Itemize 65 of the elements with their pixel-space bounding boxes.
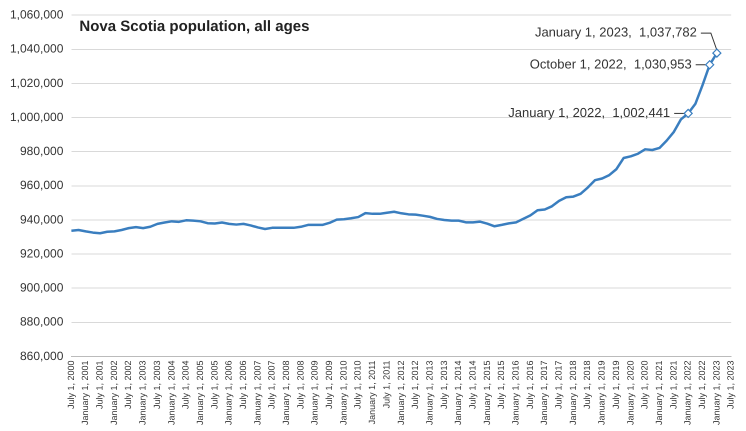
- x-tick-label: July 1, 2017: [554, 360, 564, 409]
- x-tick-label: July 1, 2007: [266, 360, 277, 409]
- y-tick-label: 980,000: [20, 144, 64, 158]
- point: [684, 108, 693, 118]
- x-tick-label: July 1, 2010: [352, 360, 363, 409]
- x-tick-label: January 1, 2006: [224, 360, 234, 425]
- x-tick-label: January 1, 2016: [510, 360, 521, 425]
- y-tick-label: 1,040,000: [10, 42, 64, 56]
- chart-title: Nova Scotia population, all ages: [79, 18, 310, 35]
- x-tick-label: July 1, 2011: [381, 360, 392, 408]
- x-tick-label: January 1, 2005: [194, 360, 205, 425]
- x-tick-label: July 1, 2008: [295, 360, 306, 409]
- y-tick-label: 960,000: [20, 178, 64, 192]
- y-tick-label: 1,060,000: [10, 8, 64, 22]
- annotation: January 1, 2022, 1,002,441: [508, 104, 670, 120]
- y-tick-label: 1,020,000: [10, 76, 64, 90]
- x-tick-label: January 1, 2017: [539, 360, 550, 425]
- x-tick-label: January 1, 2009: [310, 360, 320, 425]
- x-tick-label: January 1, 2010: [338, 360, 348, 425]
- x-tick-label: July 1, 2001: [94, 360, 105, 409]
- x-tick-label: July 1, 2022: [696, 360, 707, 409]
- x-tick-label: July 1, 2020: [640, 360, 650, 409]
- x-tick-label: January 1, 2013: [424, 360, 434, 425]
- x-tick-label: July 1, 2006: [238, 360, 248, 409]
- y-tick-label: 860,000: [20, 348, 64, 363]
- x-tick-label: January 1, 2015: [482, 360, 492, 425]
- x-tick-label: January 1, 2008: [281, 360, 292, 425]
- x-tick-label: July 1, 2013: [438, 360, 449, 409]
- x-tick-label: January 1, 2022: [682, 360, 693, 425]
- x-tick-label: January 1, 2021: [654, 360, 664, 425]
- x-tick-label: July 1, 2023: [726, 360, 736, 409]
- x-tick-label: July 1, 2021: [668, 360, 678, 409]
- x-tick-label: January 1, 2003: [138, 360, 148, 425]
- x-tick-label: January 1, 2011: [367, 360, 378, 424]
- point: [705, 60, 714, 70]
- y-tick-label: 940,000: [20, 212, 64, 226]
- point: [712, 48, 722, 58]
- x-tick-label: July 1, 2004: [180, 360, 191, 409]
- y-tick-label: 920,000: [20, 246, 64, 260]
- x-tick-label: July 1, 2014: [467, 360, 478, 409]
- x-tick-label: July 1, 2016: [524, 360, 535, 409]
- x-tick-label: January 1, 2023: [711, 360, 722, 425]
- annotation: October 1, 2022, 1,030,953: [530, 56, 692, 72]
- x-tick-label: January 1, 2001: [80, 360, 90, 425]
- x-tick-label: July 1, 2019: [610, 360, 621, 409]
- x-tick-label: July 1, 2015: [496, 360, 506, 409]
- x-tick-label: January 1, 2004: [166, 360, 176, 425]
- x-tick-label: January 1, 2020: [625, 360, 636, 425]
- x-tick-label: July 1, 2002: [123, 360, 134, 409]
- x-tick-label: January 1, 2007: [252, 360, 262, 425]
- x-tick-label: July 1, 2009: [324, 360, 334, 409]
- annotation: January 1, 2023, 1,037,782: [534, 24, 697, 40]
- x-tick-label: July 1, 2000: [66, 360, 76, 409]
- y-tick-label: 900,000: [20, 280, 64, 295]
- x-tick-label: January 1, 2018: [568, 360, 578, 425]
- x-tick-label: July 1, 2012: [410, 360, 420, 409]
- x-tick-label: July 1, 2005: [209, 360, 220, 409]
- x-tick-label: January 1, 2012: [396, 360, 406, 425]
- x-tick-label: July 1, 2018: [582, 360, 592, 409]
- y-tick-label: 1,000,000: [10, 110, 64, 124]
- y-tick-label: 880,000: [20, 314, 64, 329]
- x-tick-label: January 1, 2002: [108, 360, 119, 425]
- x-tick-label: January 1, 2019: [596, 360, 607, 425]
- x-tick-label: July 1, 2003: [152, 360, 162, 409]
- x-tick-label: January 1, 2014: [453, 360, 464, 425]
